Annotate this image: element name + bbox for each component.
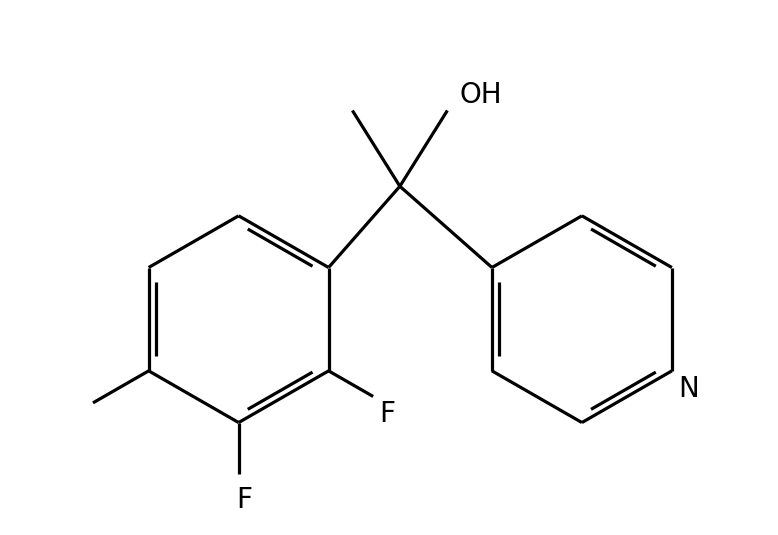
Text: F: F	[379, 400, 395, 429]
Text: OH: OH	[459, 80, 502, 109]
Text: F: F	[237, 486, 253, 514]
Text: N: N	[678, 375, 699, 403]
